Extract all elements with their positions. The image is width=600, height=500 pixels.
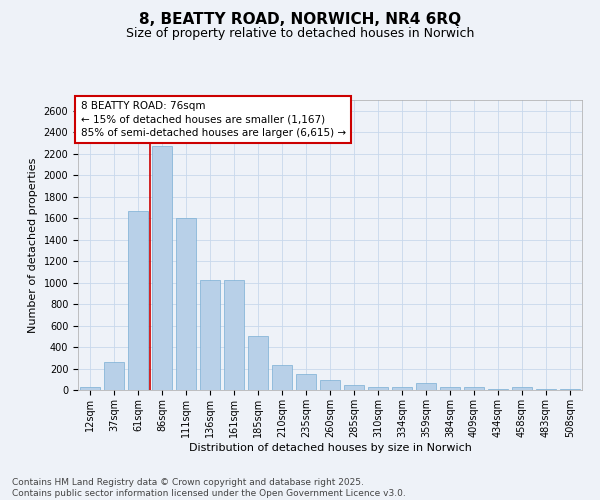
Bar xyxy=(296,374,316,390)
Text: Size of property relative to detached houses in Norwich: Size of property relative to detached ho… xyxy=(126,28,474,40)
Bar xyxy=(176,218,196,390)
Bar xyxy=(488,389,508,390)
Bar xyxy=(392,388,412,390)
Bar xyxy=(560,389,580,390)
Y-axis label: Number of detached properties: Number of detached properties xyxy=(28,158,38,332)
Text: Contains HM Land Registry data © Crown copyright and database right 2025.
Contai: Contains HM Land Registry data © Crown c… xyxy=(12,478,406,498)
Bar xyxy=(368,387,388,390)
Bar xyxy=(248,336,268,390)
Bar xyxy=(104,362,124,390)
Bar xyxy=(416,383,436,390)
Bar xyxy=(152,146,172,390)
Bar xyxy=(512,388,532,390)
Bar xyxy=(320,380,340,390)
Bar xyxy=(272,365,292,390)
Bar xyxy=(536,389,556,390)
Bar xyxy=(224,280,244,390)
Bar xyxy=(464,388,484,390)
Text: 8 BEATTY ROAD: 76sqm
← 15% of detached houses are smaller (1,167)
85% of semi-de: 8 BEATTY ROAD: 76sqm ← 15% of detached h… xyxy=(80,102,346,138)
Bar xyxy=(128,210,148,390)
Bar xyxy=(200,280,220,390)
Bar xyxy=(344,384,364,390)
X-axis label: Distribution of detached houses by size in Norwich: Distribution of detached houses by size … xyxy=(188,442,472,452)
Bar xyxy=(440,388,460,390)
Text: 8, BEATTY ROAD, NORWICH, NR4 6RQ: 8, BEATTY ROAD, NORWICH, NR4 6RQ xyxy=(139,12,461,28)
Bar xyxy=(80,388,100,390)
